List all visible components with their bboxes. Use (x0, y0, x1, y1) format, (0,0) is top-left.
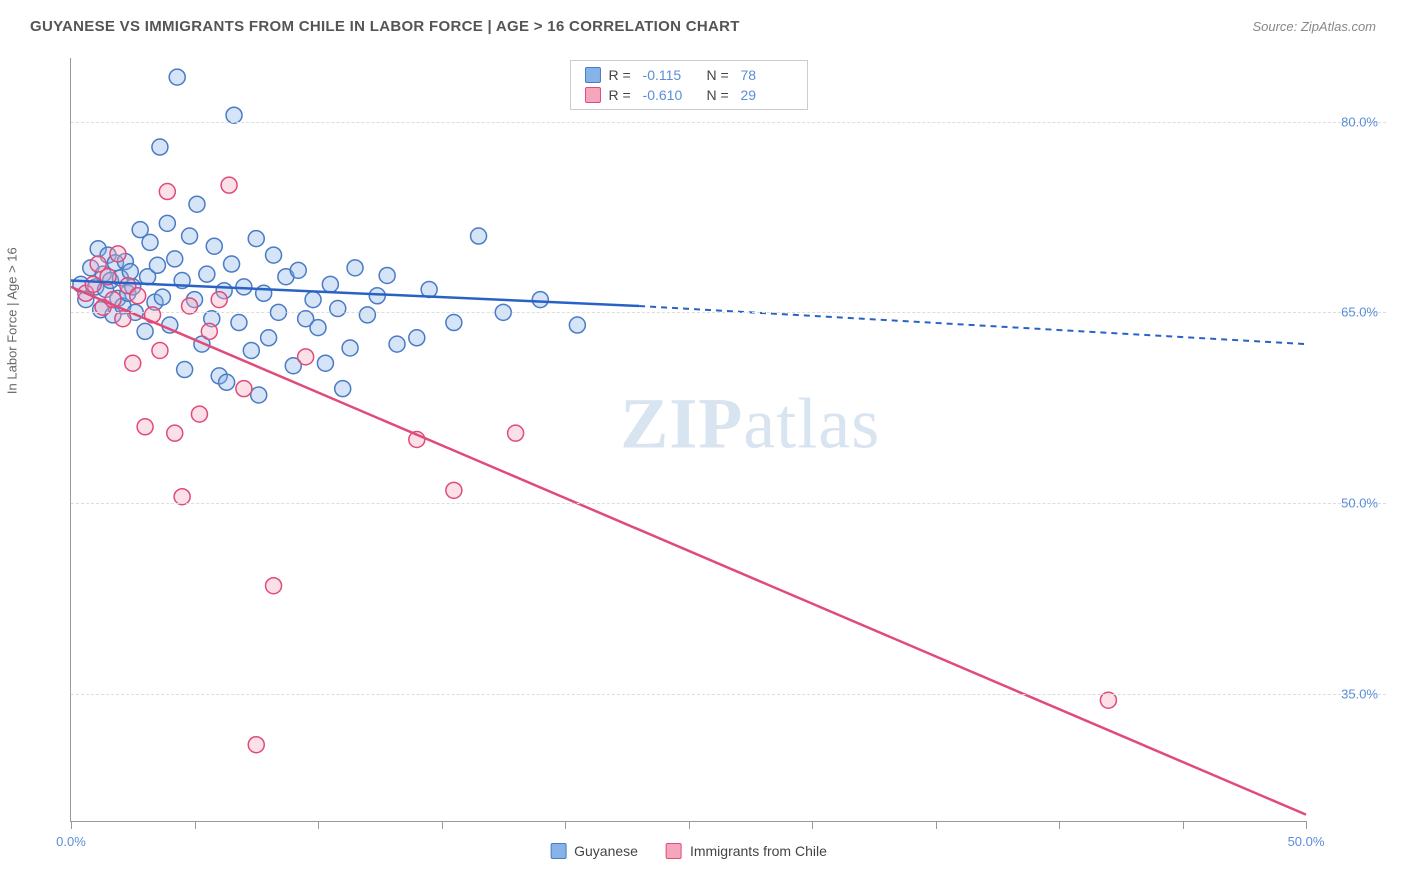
data-point (149, 257, 165, 273)
data-point (248, 737, 264, 753)
legend-swatch-pink (584, 87, 600, 103)
data-point (182, 228, 198, 244)
legend-item-guyanese: Guyanese (550, 843, 638, 859)
data-point (142, 234, 158, 250)
data-point (256, 285, 272, 301)
data-point (261, 330, 277, 346)
data-point (305, 292, 321, 308)
data-point (322, 276, 338, 292)
data-point (152, 342, 168, 358)
data-point (201, 323, 217, 339)
data-point (137, 323, 153, 339)
data-point (379, 267, 395, 283)
r-value: -0.115 (643, 67, 695, 83)
y-tick-label: 35.0% (1341, 686, 1378, 701)
data-point (317, 355, 333, 371)
n-value: 78 (741, 67, 793, 83)
y-tick-label: 50.0% (1341, 496, 1378, 511)
data-point (310, 320, 326, 336)
data-point (243, 342, 259, 358)
data-point (130, 288, 146, 304)
series-legend: Guyanese Immigrants from Chile (550, 843, 827, 859)
correlation-legend: R = -0.115 N = 78 R = -0.610 N = 29 (569, 60, 807, 110)
data-point (191, 406, 207, 422)
chart-container: In Labor Force | Age > 16 ZIPatlas R = -… (20, 48, 1386, 872)
data-point (532, 292, 548, 308)
data-point (137, 419, 153, 435)
x-tick-label: 0.0% (56, 834, 86, 849)
data-point (471, 228, 487, 244)
data-point (389, 336, 405, 352)
data-point (159, 184, 175, 200)
data-point (446, 315, 462, 331)
data-point (508, 425, 524, 441)
legend-label: Guyanese (574, 843, 638, 859)
data-point (421, 281, 437, 297)
data-point (169, 69, 185, 85)
data-point (330, 301, 346, 317)
chart-title: GUYANESE VS IMMIGRANTS FROM CHILE IN LAB… (30, 18, 740, 35)
data-point (251, 387, 267, 403)
data-point (177, 362, 193, 378)
regression-line (71, 287, 1306, 815)
data-point (125, 355, 141, 371)
data-point (159, 215, 175, 231)
legend-item-chile: Immigrants from Chile (666, 843, 827, 859)
data-point (248, 231, 264, 247)
data-point (206, 238, 222, 254)
data-point (347, 260, 363, 276)
data-point (219, 374, 235, 390)
scatter-svg (71, 58, 1306, 821)
source-attribution: Source: ZipAtlas.com (1252, 19, 1376, 34)
data-point (231, 315, 247, 331)
legend-row-chile: R = -0.610 N = 29 (584, 85, 792, 105)
data-point (199, 266, 215, 282)
data-point (290, 262, 306, 278)
data-point (298, 349, 314, 365)
x-tick-label: 50.0% (1288, 834, 1325, 849)
y-axis-label: In Labor Force | Age > 16 (5, 247, 20, 394)
data-point (342, 340, 358, 356)
chart-header: GUYANESE VS IMMIGRANTS FROM CHILE IN LAB… (0, 0, 1406, 43)
y-tick-label: 80.0% (1341, 114, 1378, 129)
y-tick-label: 65.0% (1341, 305, 1378, 320)
data-point (167, 251, 183, 267)
n-value: 29 (741, 87, 793, 103)
legend-label: Immigrants from Chile (690, 843, 827, 859)
legend-row-guyanese: R = -0.115 N = 78 (584, 65, 792, 85)
data-point (369, 288, 385, 304)
legend-swatch-blue (550, 843, 566, 859)
data-point (211, 292, 227, 308)
data-point (569, 317, 585, 333)
data-point (110, 246, 126, 262)
data-point (236, 381, 252, 397)
data-point (189, 196, 205, 212)
data-point (167, 425, 183, 441)
data-point (152, 139, 168, 155)
plot-area: ZIPatlas R = -0.115 N = 78 R = -0.610 N … (70, 58, 1306, 822)
data-point (359, 307, 375, 323)
legend-swatch-pink (666, 843, 682, 859)
r-value: -0.610 (643, 87, 695, 103)
data-point (266, 247, 282, 263)
legend-swatch-blue (584, 67, 600, 83)
data-point (266, 578, 282, 594)
data-point (409, 330, 425, 346)
data-point (154, 289, 170, 305)
data-point (85, 276, 101, 292)
data-point (335, 381, 351, 397)
data-point (446, 482, 462, 498)
data-point (224, 256, 240, 272)
data-point (221, 177, 237, 193)
